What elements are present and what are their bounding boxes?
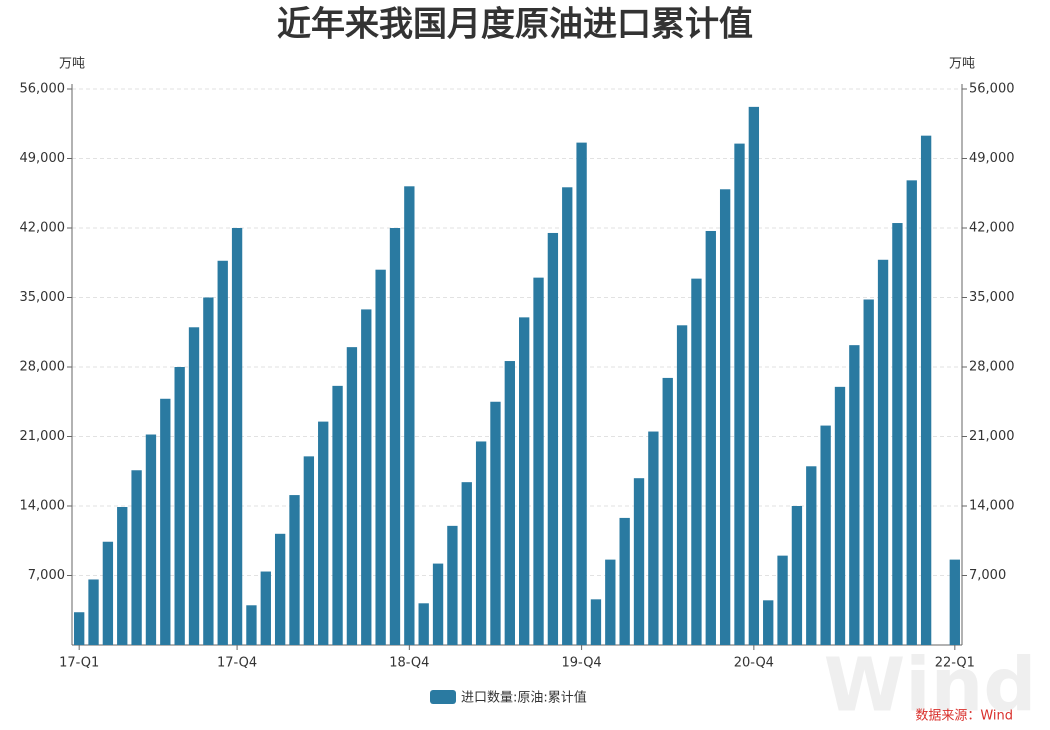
y2-tick-label: 42,000 — [969, 221, 1015, 236]
y-tick-label: 56,000 — [20, 82, 66, 97]
bar — [562, 187, 573, 646]
bar — [691, 278, 702, 645]
x-tick-label: 22-Q1 — [935, 656, 975, 671]
y2-tick-label: 56,000 — [969, 82, 1015, 97]
x-tick-label: 17-Q1 — [59, 656, 99, 671]
bar — [318, 421, 329, 645]
y2-tick-label: 14,000 — [969, 499, 1015, 514]
bar — [361, 309, 372, 645]
y2-unit: 万吨 — [949, 57, 975, 72]
bar — [289, 495, 300, 645]
bar — [260, 571, 271, 645]
y-tick-label: 21,000 — [20, 429, 66, 444]
y2-tick-label: 35,000 — [969, 290, 1015, 305]
bar — [662, 377, 673, 645]
bar — [791, 506, 803, 645]
bar — [131, 470, 142, 645]
y-tick-label: 14,000 — [20, 499, 66, 514]
source: 数据来源：Wind — [915, 709, 1013, 724]
bar — [605, 559, 616, 645]
bar — [619, 517, 630, 645]
bar — [633, 478, 645, 645]
bar — [863, 299, 874, 645]
bar — [504, 361, 515, 645]
bar — [806, 466, 817, 645]
x-tick-label: 17-Q4 — [217, 656, 257, 671]
bar — [102, 541, 114, 645]
bar — [145, 434, 157, 645]
bar — [763, 600, 774, 645]
y2-tick-label: 49,000 — [969, 151, 1015, 166]
bar — [519, 317, 530, 645]
bar — [188, 327, 200, 645]
bar — [246, 605, 257, 645]
y-tick-label: 7,000 — [28, 568, 65, 583]
bar — [834, 386, 846, 645]
x-tick-label: 20-Q4 — [734, 656, 774, 671]
bar — [447, 525, 458, 645]
bar — [676, 325, 688, 645]
bar — [475, 441, 487, 645]
bar — [490, 401, 501, 645]
bar — [576, 142, 587, 645]
bar — [849, 345, 860, 645]
bar — [203, 297, 214, 645]
x-tick-label: 18-Q4 — [389, 656, 429, 671]
y-tick-label: 42,000 — [20, 221, 66, 236]
bar — [590, 599, 602, 645]
bar — [418, 603, 429, 645]
bar — [346, 347, 358, 645]
bar — [533, 277, 544, 645]
bar — [705, 230, 716, 645]
y-tick-label: 28,000 — [20, 360, 66, 375]
bar — [274, 533, 286, 645]
bar — [88, 579, 99, 645]
legend-label: 进口数量:原油:累计值 — [461, 690, 587, 706]
bar — [174, 367, 185, 645]
y2-tick-label: 28,000 — [969, 360, 1015, 375]
chart-title: 近年来我国月度原油进口累计值 — [277, 5, 753, 45]
bar — [303, 456, 315, 645]
y-tick-label: 49,000 — [20, 151, 66, 166]
bar — [920, 135, 932, 645]
bar — [231, 228, 243, 645]
bar — [117, 506, 128, 645]
bar — [217, 260, 228, 645]
bar — [748, 106, 760, 645]
bar — [404, 186, 415, 646]
bar — [892, 223, 903, 646]
bar — [734, 143, 745, 645]
y-tick-label: 35,000 — [20, 290, 66, 305]
bar — [461, 482, 472, 645]
bar — [877, 259, 889, 645]
bar — [949, 559, 960, 645]
bar — [777, 555, 788, 645]
bar — [648, 431, 659, 645]
bar — [74, 612, 85, 645]
bar — [432, 563, 444, 645]
bar — [375, 269, 386, 645]
bar — [547, 232, 559, 645]
bar — [719, 189, 731, 645]
bar — [389, 228, 401, 645]
bar — [906, 180, 917, 646]
y-unit: 万吨 — [59, 57, 85, 72]
bar — [332, 385, 343, 645]
y2-tick-label: 7,000 — [969, 568, 1006, 583]
bar — [820, 425, 831, 645]
bar — [160, 398, 171, 645]
legend-swatch — [430, 690, 456, 704]
x-tick-label: 19-Q4 — [561, 656, 601, 671]
y2-tick-label: 21,000 — [969, 429, 1015, 444]
watermark: Wind — [824, 643, 1037, 729]
